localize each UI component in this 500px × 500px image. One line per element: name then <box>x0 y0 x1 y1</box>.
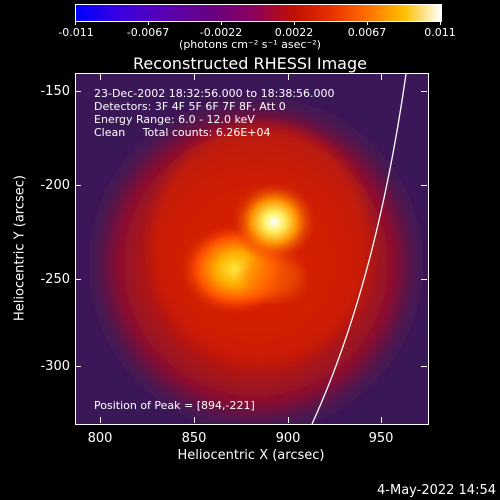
timestamp: 4-May-2022 14:54 <box>377 483 496 498</box>
x-tick <box>288 74 289 80</box>
y-tick <box>75 185 81 186</box>
y-tick-label: -150 <box>40 84 70 99</box>
colorbar-label: -0.0067 <box>126 26 170 39</box>
plot-title: Reconstructed RHESSI Image <box>133 54 367 73</box>
colorbar-tick <box>367 21 368 25</box>
x-tick <box>194 417 195 423</box>
y-tick <box>75 366 81 367</box>
colorbar-units: (photons cm⁻² s⁻¹ asec⁻²) <box>179 38 321 51</box>
x-tick <box>381 417 382 423</box>
x-tick-label: 950 <box>368 431 394 446</box>
colorbar-label: 0.0067 <box>347 26 387 39</box>
info-line: 23-Dec-2002 18:32:56.000 to 18:38:56.000 <box>94 87 335 100</box>
y-tick <box>75 91 81 92</box>
colorbar-tick <box>148 21 149 25</box>
x-tick-label: 900 <box>275 431 301 446</box>
colorbar-tick <box>221 21 222 25</box>
x-tick <box>194 74 195 80</box>
y-tick <box>75 279 81 280</box>
colorbar <box>75 4 442 22</box>
info-line: Detectors: 3F 4F 5F 6F 7F 8F, Att 0 <box>94 100 286 113</box>
x-tick <box>100 417 101 423</box>
x-tick <box>381 74 382 80</box>
y-tick-label: -300 <box>40 359 70 374</box>
x-axis-title: Heliocentric X (arcsec) <box>177 448 325 463</box>
info-line: Energy Range: 6.0 - 12.0 keV <box>94 113 255 126</box>
y-axis-title: Heliocentric Y (arcsec) <box>12 175 28 321</box>
peak-position: Position of Peak = [894,-221] <box>94 399 255 412</box>
colorbar-label: 0.0022 <box>274 26 314 39</box>
x-tick <box>288 417 289 423</box>
colorbar-label: -0.0022 <box>199 26 243 39</box>
y-tick-label: -250 <box>40 272 70 287</box>
x-tick-label: 800 <box>87 431 113 446</box>
info-line: Clean Total counts: 6.26E+04 <box>94 126 271 139</box>
colorbar-label: 0.011 <box>424 26 456 39</box>
y-tick <box>421 185 427 186</box>
y-tick <box>421 91 427 92</box>
rhessi-image: 23-Dec-2002 18:32:56.000 to 18:38:56.000… <box>75 73 429 425</box>
y-tick-label: -200 <box>40 178 70 193</box>
colorbar-label: -0.011 <box>58 26 94 39</box>
rhessi-image-raster <box>76 74 428 424</box>
solar-limb <box>311 74 407 424</box>
y-tick <box>421 279 427 280</box>
colorbar-tick <box>75 21 76 25</box>
y-tick <box>421 366 427 367</box>
colorbar-tick <box>294 21 295 25</box>
x-tick-label: 850 <box>181 431 207 446</box>
colorbar-tick <box>440 21 441 25</box>
x-tick <box>100 74 101 80</box>
